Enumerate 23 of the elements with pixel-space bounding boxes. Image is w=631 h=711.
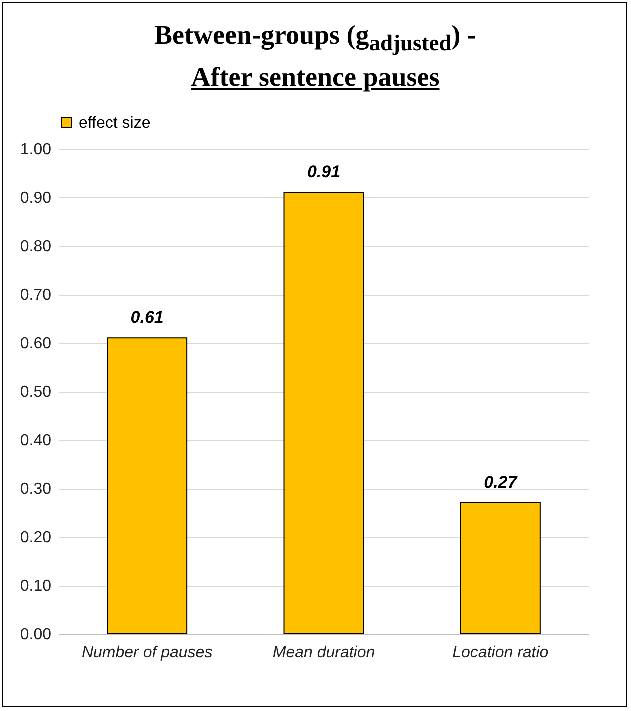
- x-tick-label: Number of pauses: [82, 644, 213, 662]
- legend-label: effect size: [79, 115, 151, 132]
- y-tick-label: 0.10: [20, 578, 52, 595]
- y-tick-label: 0.70: [20, 287, 52, 304]
- y-tick-label: 0.20: [20, 530, 52, 546]
- y-tick-label: 0.90: [20, 190, 52, 207]
- y-tick-label: 1.00: [20, 142, 52, 158]
- y-tick-label: 0.80: [20, 238, 52, 256]
- y-tick-label: 0.40: [20, 432, 52, 450]
- y-tick-label: 0.50: [20, 384, 52, 401]
- y-tick-label: 0.00: [20, 626, 52, 644]
- x-tick-label: Mean duration: [272, 644, 376, 662]
- chart-subtitle: After sentence pauses: [190, 61, 441, 94]
- data-label: 0.61: [130, 308, 164, 328]
- data-label: 0.91: [307, 162, 341, 182]
- y-tick-label: 0.60: [20, 336, 52, 352]
- chart-title: Between-groups (g$_{adjusted}$) -: [154, 19, 478, 58]
- x-tick-label: Location ratio: [452, 644, 549, 662]
- data-label: 0.27: [484, 473, 519, 492]
- bar: [460, 502, 541, 634]
- bar: [284, 192, 364, 634]
- bar: [107, 338, 188, 634]
- y-tick-label: 0.30: [20, 481, 52, 498]
